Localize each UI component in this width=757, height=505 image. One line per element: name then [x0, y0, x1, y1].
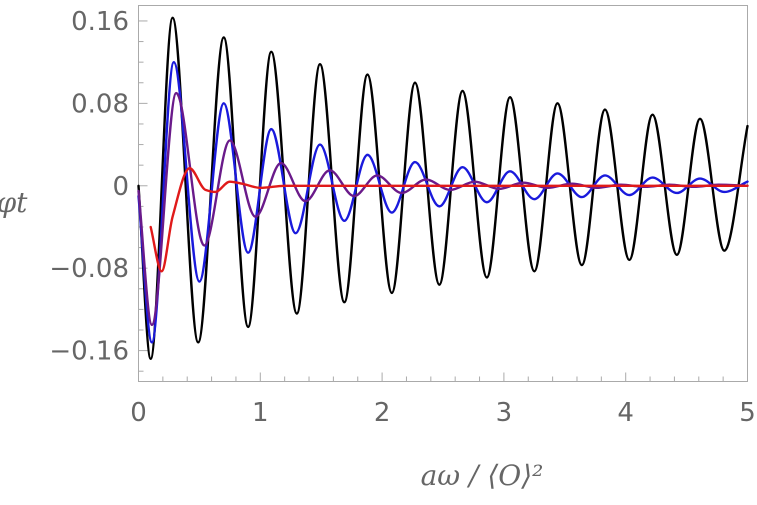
- x-tick-label: 2: [374, 398, 391, 428]
- series-group: [137, 16, 749, 361]
- x-axis-label: aω / ⟨O⟩²: [421, 459, 544, 492]
- tick-labels: 0 1 2 3 4 5 0.16 0.08 0 −0.08 −0.16: [49, 7, 755, 428]
- y-axis-label: φt: [0, 186, 28, 219]
- y-tick-label: −0.08: [49, 254, 129, 284]
- series-line-4: [149, 167, 749, 273]
- series-line-2: [137, 60, 749, 344]
- axis-ticks: [138, 20, 748, 382]
- plot-frame: [138, 5, 748, 382]
- x-tick-label: 3: [496, 398, 513, 428]
- y-tick-label: 0.08: [71, 89, 129, 119]
- x-tick-label: 1: [252, 398, 269, 428]
- y-tick-label: 0: [112, 172, 129, 202]
- x-tick-label: 0: [130, 398, 147, 428]
- x-tick-label: 5: [739, 398, 756, 428]
- x-tick-label: 4: [617, 398, 634, 428]
- y-tick-label: −0.16: [49, 337, 129, 367]
- y-tick-label: 0.16: [71, 7, 129, 37]
- series-line-1: [137, 16, 749, 361]
